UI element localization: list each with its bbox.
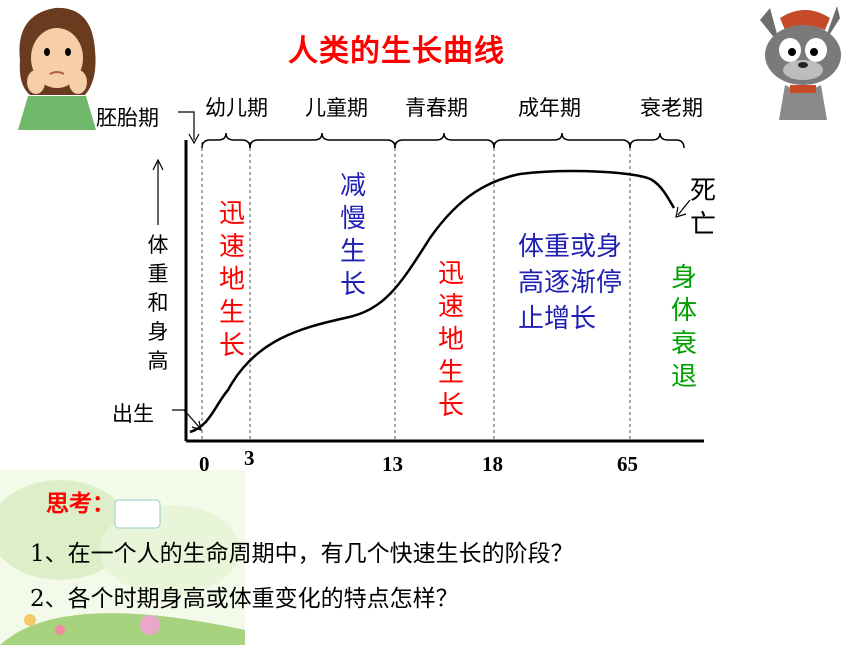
- chart-title: 人类的生长曲线: [288, 34, 505, 69]
- death-pointer: [677, 199, 691, 216]
- brace-adolescence: [394, 132, 495, 149]
- tick-3: 3: [244, 446, 255, 470]
- think-heading: 思考：: [46, 490, 115, 517]
- tick-0: 0: [199, 452, 210, 476]
- stage-embryo: 胚胎期: [96, 106, 159, 130]
- phase-growth-stops: 体重或身高逐渐停止增长: [518, 232, 623, 334]
- phase-rapid-growth-1: 迅速地生长: [218, 199, 245, 361]
- stage-old-age: 衰老期: [640, 96, 703, 120]
- stage-adulthood: 成年期: [518, 96, 581, 120]
- phase-slowed-growth: 减慢生长: [339, 171, 366, 300]
- brace-infancy: [201, 132, 251, 149]
- embryo-pointer: [178, 111, 195, 140]
- stage-infancy: 幼儿期: [205, 96, 268, 120]
- brace-childhood: [249, 132, 396, 149]
- brace-adulthood: [493, 132, 631, 149]
- decorative-garden-illustration: [0, 470, 245, 645]
- stage-adolescence: 青春期: [405, 96, 468, 120]
- brace-old-age: [629, 132, 685, 149]
- tick-65: 65: [617, 452, 638, 476]
- y-axis-label: 体重和身高: [147, 233, 169, 373]
- wolf-cartoon: [745, 0, 860, 125]
- stage-childhood: 儿童期: [305, 96, 368, 120]
- birth-pointer: [172, 409, 201, 429]
- death-label: 死亡: [689, 176, 716, 240]
- birth-label: 出生: [112, 402, 154, 426]
- question-2: 2、各个时期身高或体重变化的特点怎样？: [30, 586, 459, 612]
- girl-illustration: [10, 0, 105, 130]
- tick-13: 13: [382, 452, 403, 476]
- growth-curve: [189, 169, 676, 434]
- phase-rapid-growth-2: 迅速地生长: [437, 259, 464, 421]
- phase-decline: 身体衰退: [670, 263, 697, 392]
- tick-18: 18: [482, 452, 503, 476]
- question-1: 1、在一个人的生命周期中，有几个快速生长的阶段？: [30, 541, 574, 567]
